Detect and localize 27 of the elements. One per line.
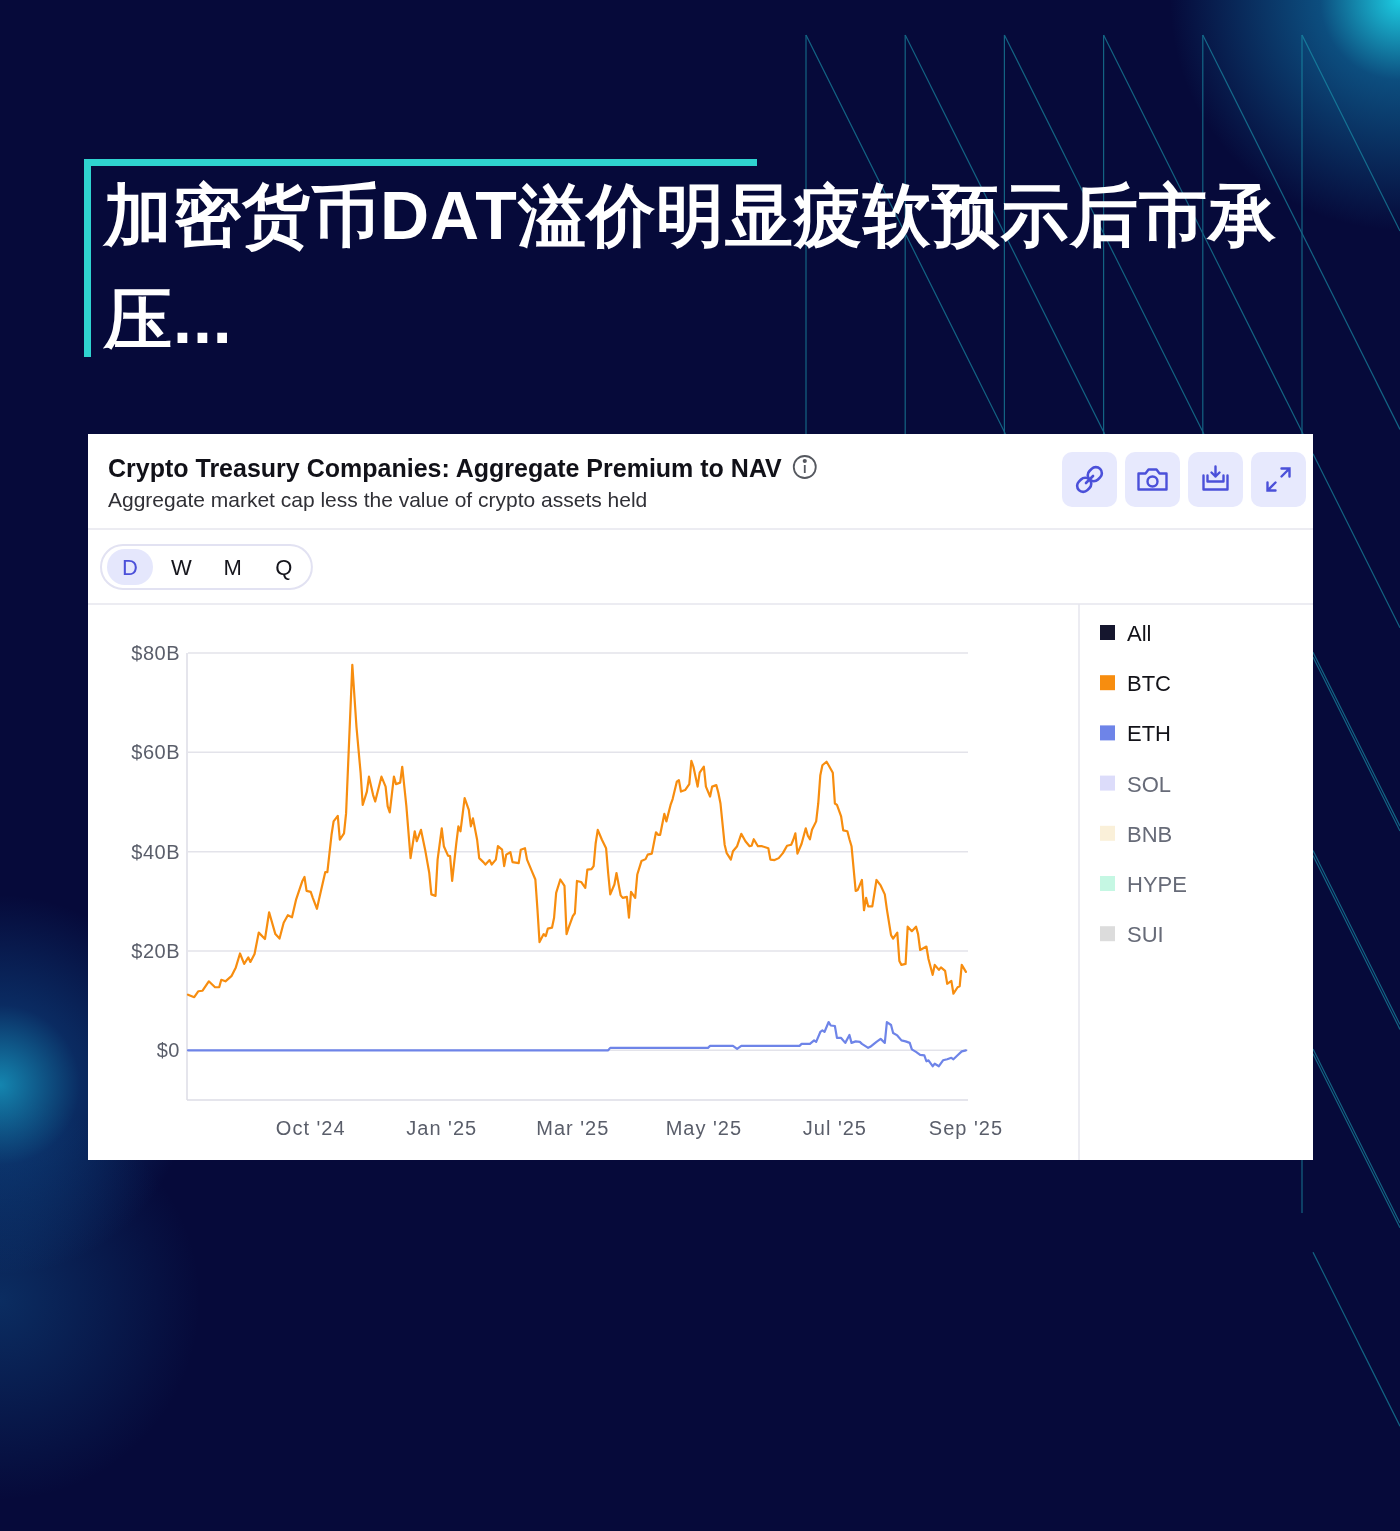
- y-tick-label: $40B: [131, 840, 180, 863]
- legend-label: ETH: [1127, 721, 1171, 747]
- legend-label: SUI: [1127, 922, 1164, 948]
- text: Aggregate market cap less the value of crypto assets held: [108, 488, 648, 511]
- chart-title: 加密货币DAT溢价明显疲软预示后市承压...: [104, 176, 1278, 359]
- y-tick-label: $80B: [131, 642, 180, 664]
- x-tick-label: Mar '25: [536, 1117, 610, 1139]
- x-tick-label: Jul '25: [802, 1117, 867, 1139]
- legend-label: BTC: [1127, 671, 1172, 697]
- x-tick-label: Jan '25: [406, 1117, 478, 1139]
- legend-label: BNB: [1127, 821, 1173, 847]
- y-tick-label: $60B: [131, 741, 180, 764]
- text: D: [122, 555, 138, 580]
- legend-label: HYPE: [1127, 872, 1187, 897]
- text: W: [170, 555, 192, 580]
- x-tick-label: Sep '25: [928, 1117, 1004, 1139]
- chart-subtitle: Crypto Treasury Companies: Aggregate Premium to NAV: [108, 454, 783, 482]
- text: Q: [275, 555, 293, 580]
- legend-label: All: [1127, 621, 1152, 646]
- text: M: [223, 555, 242, 580]
- y-tick-label: $20B: [131, 940, 180, 962]
- x-tick-label: Oct '24: [275, 1117, 346, 1139]
- y-tick-label: $0: [156, 1039, 180, 1062]
- line-series: [186, 1020, 968, 1068]
- legend-label: SOL: [1127, 771, 1172, 797]
- line-series: [186, 663, 968, 999]
- x-tick-label: May '25: [665, 1117, 743, 1139]
